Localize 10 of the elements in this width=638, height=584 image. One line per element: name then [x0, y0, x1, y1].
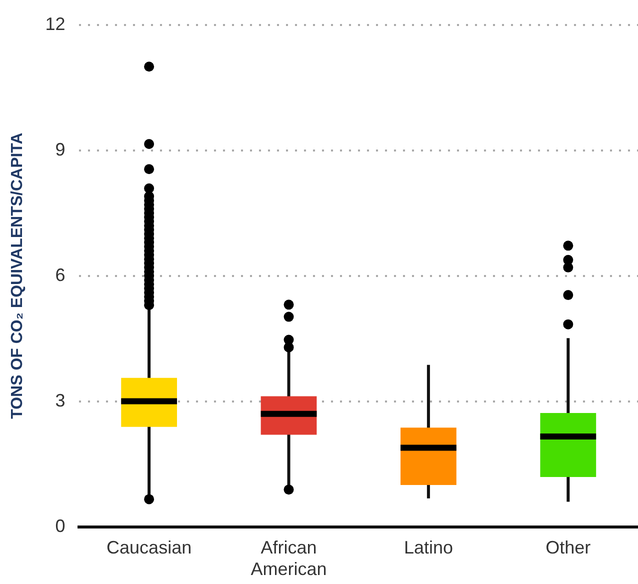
- y-tick-label: 0: [55, 516, 66, 536]
- y-tick-label: 6: [55, 264, 66, 285]
- y-tick-label: 3: [55, 390, 66, 410]
- x-tick-label: Caucasian: [106, 538, 192, 558]
- x-tick-label: African American: [250, 538, 327, 580]
- x-tick-label: Other: [546, 538, 591, 558]
- y-tick-label: 12: [45, 14, 66, 34]
- y-tick-label: 9: [55, 139, 66, 160]
- y-axis-title: TONS OF CO₂ EQUIVALENTS/CAPITA: [9, 132, 26, 419]
- x-tick-label: Latino: [404, 538, 453, 558]
